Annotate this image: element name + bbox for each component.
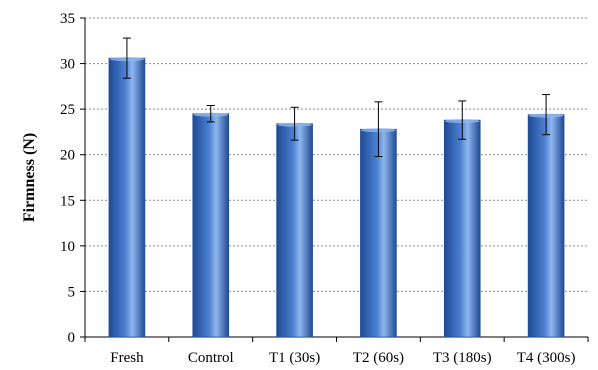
- error-bar: [542, 94, 551, 136]
- error-bar: [122, 37, 131, 79]
- y-tick-label: 5: [68, 284, 76, 300]
- y-tick-label: 10: [60, 239, 75, 255]
- error-bar: [374, 101, 383, 158]
- x-tick-label: T3 (180s): [433, 350, 492, 366]
- y-tick-label: 35: [60, 11, 75, 27]
- bars: [108, 57, 565, 338]
- x-tick-label: Fresh: [110, 350, 144, 366]
- x-tick-label: T4 (300s): [517, 350, 576, 366]
- y-axis-label: Firmness (N): [21, 133, 38, 222]
- x-tick-label: T2 (60s): [353, 350, 404, 366]
- error-bars: [122, 37, 551, 158]
- y-tick-label: 15: [60, 193, 75, 209]
- error-bar: [206, 104, 215, 123]
- x-tick-labels: Fresh Control T1 (30s) T2 (60s) T3 (180s) T4 …: [110, 350, 575, 366]
- bar: [360, 128, 397, 338]
- error-bar: [290, 106, 299, 141]
- y-tick-labels: 0 5 10 15 20 25 30 35: [60, 11, 75, 346]
- bar: [527, 114, 565, 338]
- bar: [108, 57, 146, 338]
- bar: [443, 119, 481, 338]
- gridlines: [85, 17, 588, 292]
- y-tick-label: 30: [60, 57, 75, 73]
- error-bar: [458, 100, 467, 140]
- x-tick-label: T1 (30s): [269, 350, 320, 366]
- y-tick-label: 0: [68, 330, 76, 346]
- y-tick-label: 25: [60, 102, 75, 118]
- bar: [276, 123, 313, 338]
- x-tick-label: Control: [188, 350, 234, 366]
- bar: [192, 113, 230, 338]
- y-tick-label: 20: [60, 148, 75, 164]
- axes: [80, 17, 589, 342]
